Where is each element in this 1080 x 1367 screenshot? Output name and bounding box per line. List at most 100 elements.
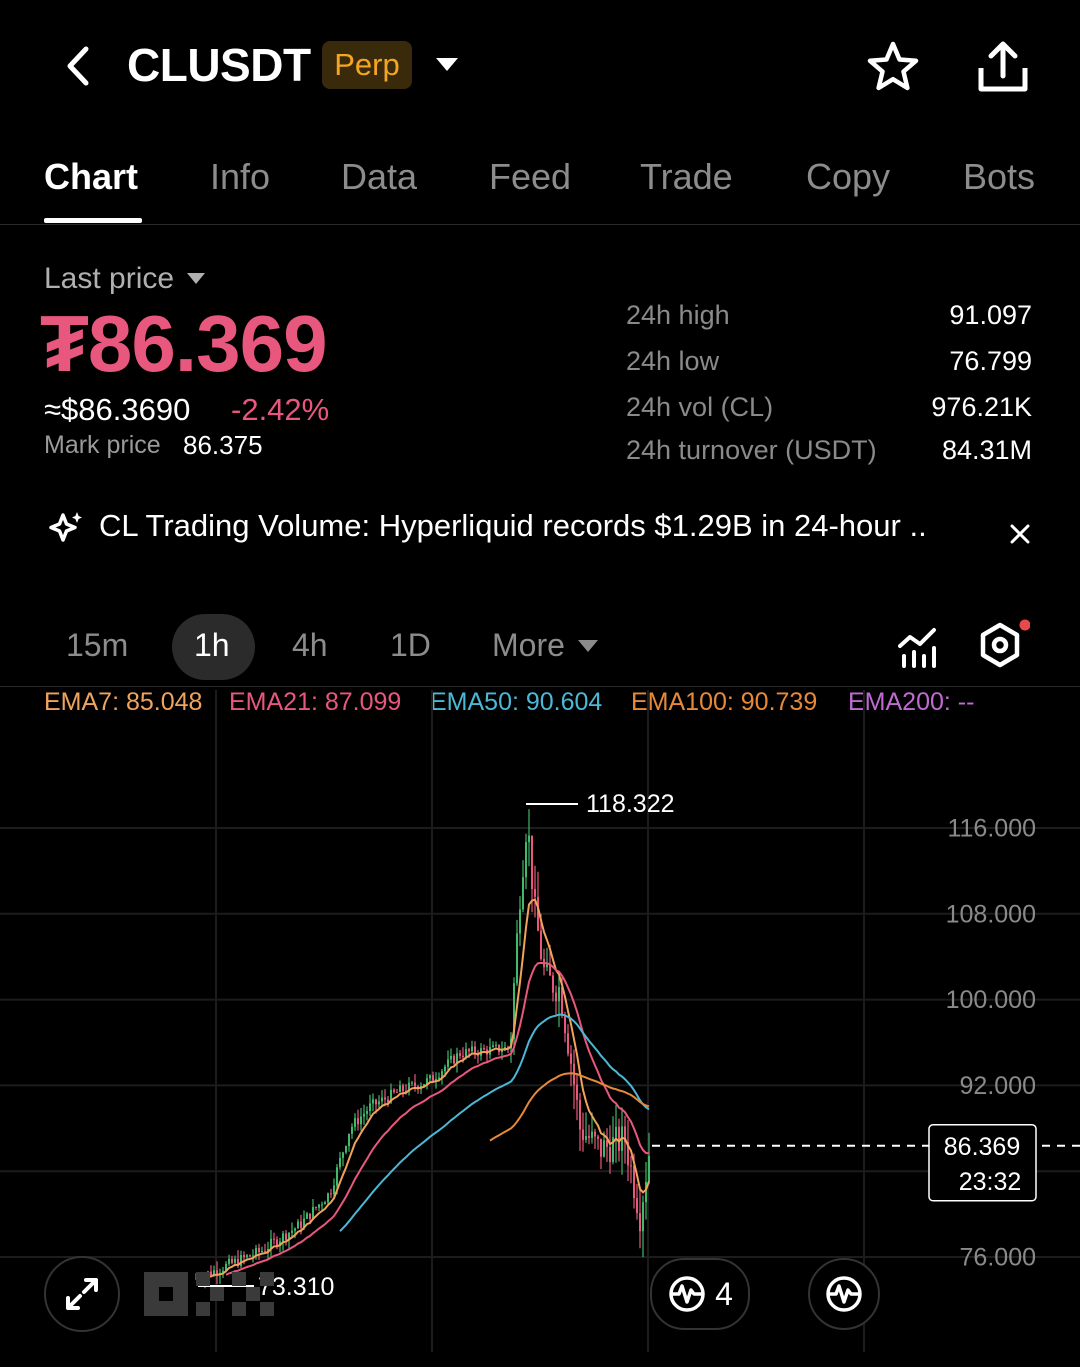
candle-body	[252, 1255, 254, 1257]
star-icon	[867, 41, 919, 91]
candle-body	[399, 1085, 401, 1093]
ema7-label: EMA7: 85.048	[44, 688, 203, 716]
interval-1d[interactable]: 1D	[390, 627, 431, 663]
favorite-button[interactable]	[862, 36, 924, 98]
perp-badge: Perp	[322, 41, 412, 89]
signal-globe-icon	[669, 1276, 705, 1312]
current-price-label: 86.369	[944, 1133, 1020, 1161]
candle-body	[276, 1239, 278, 1246]
last-price-selector[interactable]: Last price	[44, 262, 206, 296]
interval-15m[interactable]: 15m	[66, 627, 129, 663]
candle-body	[333, 1185, 335, 1195]
stat-value-high: 91.097	[949, 300, 1032, 330]
candle-body	[456, 1053, 458, 1064]
candle-body	[411, 1082, 413, 1084]
signals-count: 4	[715, 1275, 733, 1312]
candle-body	[351, 1126, 353, 1134]
symbol-dropdown-button[interactable]	[432, 50, 462, 80]
candle-body	[318, 1204, 320, 1208]
mark-price-value: 86.375	[183, 430, 263, 460]
candle-body	[366, 1111, 368, 1114]
candle-body	[609, 1146, 611, 1163]
back-button[interactable]	[58, 42, 98, 90]
candle-body	[516, 933, 518, 984]
stat-label-high: 24h high	[626, 300, 730, 330]
candle-body	[222, 1270, 224, 1273]
candle-body	[483, 1048, 485, 1050]
candle-body	[339, 1157, 341, 1168]
candle-body	[633, 1165, 635, 1199]
caret-down-icon	[187, 273, 206, 284]
signals-button[interactable]: 4	[650, 1258, 750, 1330]
candle-body	[360, 1116, 362, 1125]
candle-body	[270, 1238, 272, 1249]
candle-body	[612, 1137, 614, 1163]
tab-chart[interactable]: Chart	[44, 156, 139, 197]
news-headline[interactable]: CL Trading Volume: Hyperliquid records $…	[99, 508, 927, 543]
candle-body	[258, 1247, 260, 1253]
news-close-button[interactable]	[1000, 516, 1040, 552]
mark-price-label: Mark price	[44, 431, 161, 459]
tab-info[interactable]: Info	[210, 156, 271, 197]
y-tick-label: 100.000	[946, 986, 1036, 1014]
candle-body	[639, 1213, 641, 1232]
fullscreen-button[interactable]	[44, 1256, 120, 1332]
candle-body	[210, 1271, 212, 1276]
share-icon	[978, 41, 1028, 92]
tab-bots[interactable]: Bots	[963, 156, 1036, 197]
stat-value-vol: 976.21K	[931, 392, 1032, 422]
candle-body	[519, 909, 521, 934]
candle-body	[636, 1198, 638, 1214]
chart-settings-button[interactable]	[972, 618, 1030, 676]
indicator-button[interactable]	[892, 620, 944, 672]
candle-body	[474, 1046, 476, 1054]
candle-body	[582, 1129, 584, 1140]
candle-body	[375, 1099, 377, 1105]
interval-1h[interactable]: 1h	[194, 627, 230, 663]
candle-body	[528, 835, 530, 843]
candle-body	[324, 1202, 326, 1205]
candle-body	[534, 889, 536, 897]
tab-feed[interactable]: Feed	[489, 156, 572, 197]
tab-data[interactable]: Data	[341, 156, 418, 197]
candlestick-chart[interactable]: 116.000108.000100.00092.00084.00076.0001…	[0, 690, 1080, 1367]
candle-body	[255, 1247, 257, 1256]
tab-copy[interactable]: Copy	[806, 156, 891, 197]
tab-trade[interactable]: Trade	[640, 156, 733, 197]
candle-body	[267, 1248, 269, 1252]
interval-4h[interactable]: 4h	[292, 627, 328, 663]
news-icon-wrap	[46, 508, 86, 548]
signal-button-2[interactable]	[808, 1258, 880, 1330]
candle-body	[390, 1089, 392, 1103]
candle-body	[585, 1136, 587, 1140]
candle-body	[630, 1165, 632, 1167]
expand-icon	[66, 1278, 98, 1310]
candle-body	[234, 1258, 236, 1263]
candle-body	[465, 1049, 467, 1057]
hexagon-settings-icon	[980, 619, 1030, 668]
candle-body	[213, 1270, 215, 1276]
candle-body	[327, 1193, 329, 1203]
candle-body	[303, 1218, 305, 1228]
interval-more-button[interactable]: More	[492, 627, 599, 664]
candle-body	[378, 1101, 380, 1105]
candle-body	[558, 987, 560, 1002]
candle-body	[570, 1053, 572, 1064]
candle-body	[387, 1099, 389, 1103]
share-button[interactable]	[972, 36, 1034, 98]
candle-body	[423, 1084, 425, 1087]
symbol-title[interactable]: CLUSDT	[127, 39, 311, 91]
candle-body	[273, 1238, 275, 1240]
candle-countdown-label: 23:32	[959, 1168, 1022, 1196]
candle-body	[228, 1258, 230, 1264]
candle-body	[564, 1015, 566, 1034]
signal-globe-icon	[826, 1276, 862, 1312]
candle-body	[603, 1140, 605, 1157]
candle-body	[402, 1085, 404, 1091]
candle-body	[294, 1228, 296, 1231]
candle-body	[522, 877, 524, 910]
candle-body	[429, 1075, 431, 1079]
candle-body	[369, 1103, 371, 1112]
current-price-box	[928, 1124, 1037, 1202]
candle-body	[264, 1250, 266, 1252]
